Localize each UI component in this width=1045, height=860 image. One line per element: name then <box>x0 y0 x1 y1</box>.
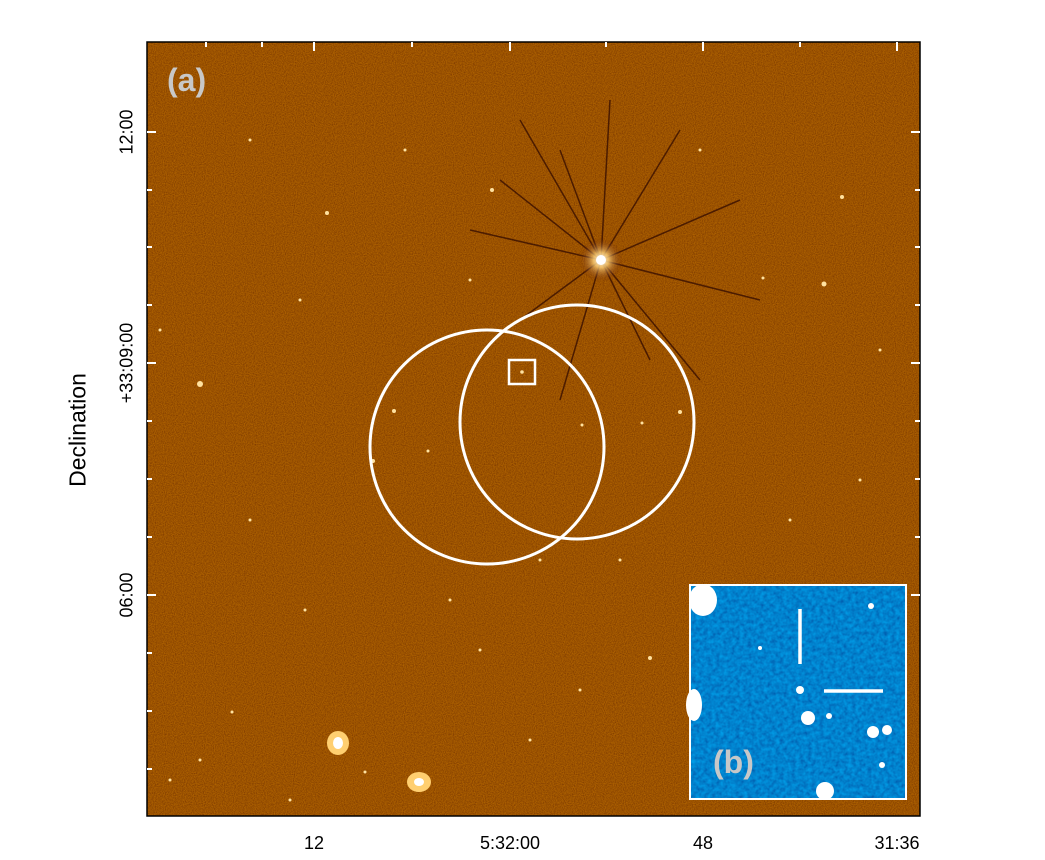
axis-ticks <box>147 42 920 770</box>
error-circle-2 <box>458 303 696 541</box>
x-tick-label: 5:32:00 <box>479 833 541 853</box>
x-tick-label: 31:36 <box>874 833 920 853</box>
x-tick-label: 12 <box>303 833 325 853</box>
y-tick-label: 06:00 <box>116 572 137 618</box>
bright-star-artifact <box>469 99 761 401</box>
y-tick-label: +33:09:00 <box>116 322 137 404</box>
main-image-frame <box>146 41 921 817</box>
inset-panel <box>686 584 907 800</box>
source-box <box>507 358 537 386</box>
x-tick-label: 48 <box>692 833 714 853</box>
extended-source-1-core <box>333 737 343 749</box>
inset-frame <box>689 584 907 800</box>
y-axis-label: Declination <box>64 373 91 487</box>
panel-b-label: (b) <box>713 744 754 780</box>
main-image-panel <box>146 41 921 817</box>
panel-a-label: (a) <box>167 62 207 98</box>
bright-star-core <box>596 255 606 265</box>
inset-crosshair <box>798 609 883 693</box>
extended-source-2-core <box>414 778 424 786</box>
error-circle-1 <box>368 328 606 566</box>
y-tick-label: 12:00 <box>116 109 137 155</box>
